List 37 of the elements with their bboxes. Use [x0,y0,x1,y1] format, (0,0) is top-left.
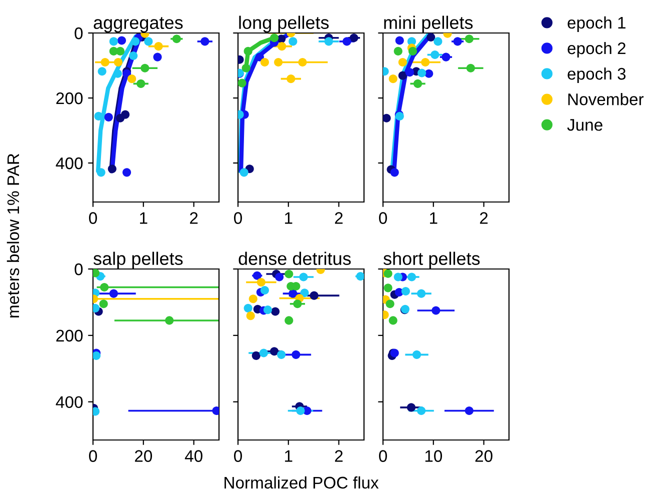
x-tick-label: 2 [335,212,343,224]
legend-label: November [568,93,644,106]
legend-label: epoch 2 [568,42,626,58]
x-tick-label: 1 [140,212,148,224]
y-tick-label: 400 [56,157,83,170]
chart-title: mini pellets [384,16,473,33]
x-axis-title: Normalized POC flux [224,476,379,489]
y-tick-label: 400 [56,396,83,408]
chart-title: aggregates [94,17,183,33]
y-tick-label: 200 [56,330,83,342]
chart-title: long pellets [239,16,329,33]
x-tick-label: 0 [89,212,97,224]
legend-label: June [567,119,602,131]
x-tick-label: 1 [285,450,292,462]
y-axis-title: meters below 1% PAR [6,154,20,318]
x-tick-label: 20 [475,450,492,462]
chart-title: short pellets [384,252,480,269]
x-tick-label: 0 [234,450,242,462]
x-tick-label: 0 [234,212,242,224]
y-tick-label: 0 [74,263,83,276]
x-tick-label: 1 [285,212,292,224]
x-tick-label: 0 [379,212,387,224]
legend-label: epoch 1 [568,16,626,32]
x-tick-label: 2 [190,212,198,224]
x-tick-label: 2 [335,450,343,462]
x-tick-label: 1 [430,212,438,224]
x-tick-label: 2 [480,212,488,224]
x-tick-label: 10 [425,450,442,462]
x-tick-label: 0 [89,450,97,462]
chart-title: salp pellets [94,252,183,269]
y-tick-label: 200 [56,92,83,104]
chart-title: dense detritus [238,252,351,266]
legend-label: epoch 3 [568,67,626,84]
x-tick-label: 0 [379,450,387,462]
y-tick-label: 0 [74,27,83,40]
x-tick-label: 20 [134,450,152,462]
x-tick-label: 40 [184,450,202,462]
